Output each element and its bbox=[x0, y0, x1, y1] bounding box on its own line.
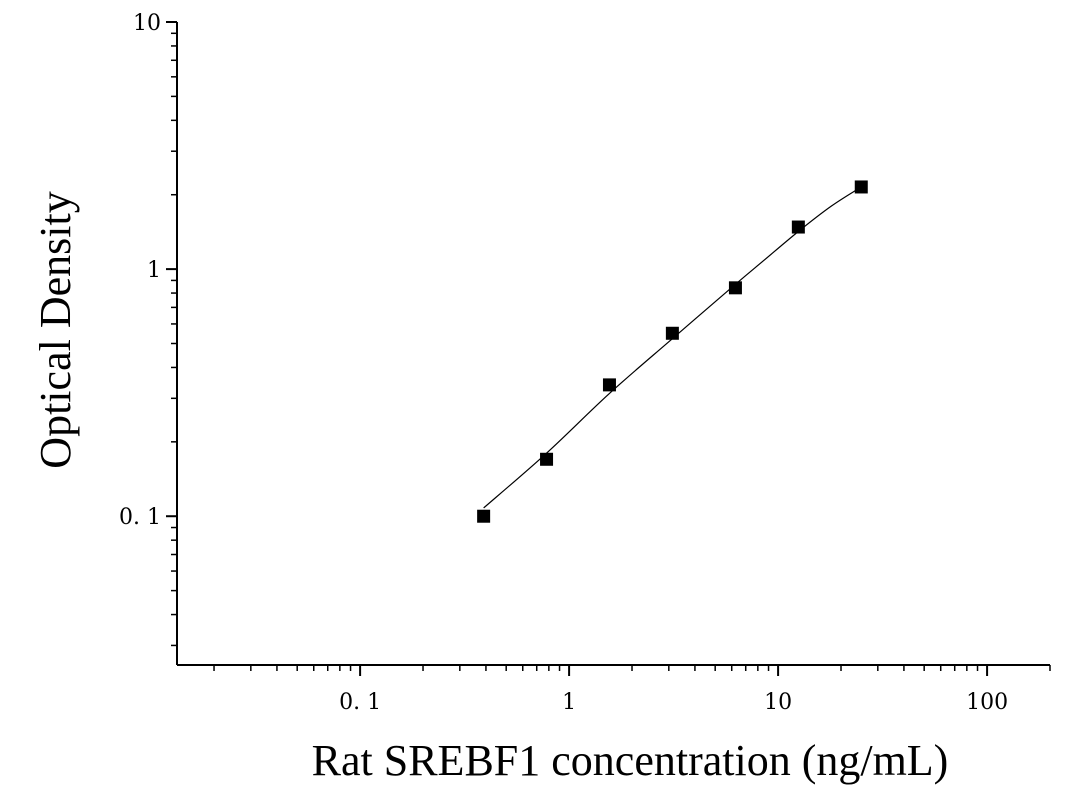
data-point bbox=[665, 326, 679, 340]
y-tick-label: 10 bbox=[133, 11, 161, 36]
y-tick-label: 0. 1 bbox=[119, 505, 161, 530]
fit-curve-group bbox=[483, 186, 862, 509]
x-tick-label: 100 bbox=[966, 690, 1008, 715]
data-point bbox=[477, 509, 491, 523]
data-points bbox=[477, 180, 868, 523]
data-point bbox=[540, 452, 554, 466]
x-tick-label: 10 bbox=[764, 690, 792, 715]
x-axis-title: Rat SREBF1 concentration (ng/mL) bbox=[312, 736, 949, 785]
y-tick-label: 1 bbox=[147, 258, 161, 283]
data-point bbox=[728, 281, 742, 295]
axes: 0. 1 1 10 100 0. 1 1 10 bbox=[119, 11, 1051, 715]
y-axis-title: Optical Density bbox=[31, 191, 80, 468]
data-point bbox=[602, 378, 616, 392]
fit-curve bbox=[483, 186, 862, 509]
data-point bbox=[854, 180, 868, 194]
x-tick-label: 1 bbox=[562, 690, 576, 715]
x-tick-label: 0. 1 bbox=[339, 690, 381, 715]
data-point bbox=[791, 220, 805, 234]
